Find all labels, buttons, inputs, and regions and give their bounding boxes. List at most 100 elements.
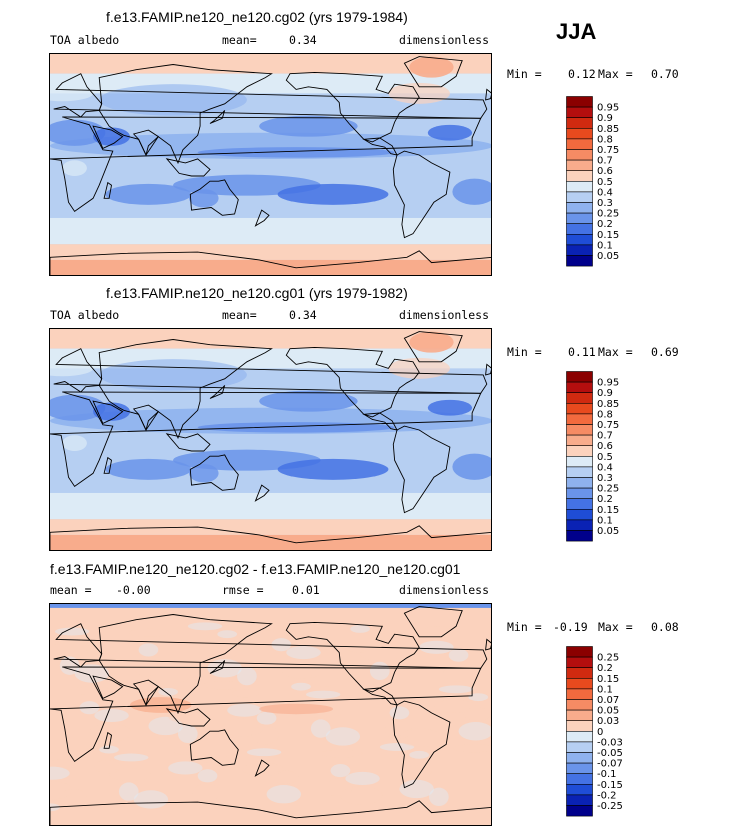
colorbar-swatch xyxy=(566,498,593,510)
contour-patch xyxy=(138,643,159,657)
colorbar-tick-label: 0.4 xyxy=(597,187,613,198)
contour-patch xyxy=(168,710,210,724)
contour-patch xyxy=(261,623,304,632)
contour-patch xyxy=(330,764,351,778)
panel-3-mean-label: mean = xyxy=(50,583,92,597)
panel-2-contour-field xyxy=(50,329,491,550)
contour-patch xyxy=(384,720,412,740)
contour-patch xyxy=(94,760,122,774)
panel-1-variable: TOA albedo xyxy=(50,33,120,47)
colorbar-tick-label: 0.8 xyxy=(597,134,613,145)
contour-patch xyxy=(118,782,139,801)
contour-patch xyxy=(197,769,218,783)
contour-patch xyxy=(286,645,321,660)
panel-2-mean-label: mean= xyxy=(222,308,257,322)
coastline-india xyxy=(132,404,160,432)
colorbar-swatch xyxy=(566,127,593,140)
colorbar-swatch xyxy=(566,677,593,690)
contour-patch xyxy=(433,699,476,713)
colorbar-tick-label: 0.15 xyxy=(597,230,619,241)
contour-patch xyxy=(452,178,491,205)
coastline-samerica xyxy=(392,150,451,239)
panel-2-colorbar: 0.95 0.9 0.85 0.8 0.75 0.7 0.6 0.5 0.4 0.3 0.25 0.2… xyxy=(566,371,652,553)
panel-2-min-value: 0.11 xyxy=(568,345,596,359)
contour-patch xyxy=(246,748,282,757)
coastline-nz xyxy=(254,209,270,227)
contour-patch xyxy=(271,770,299,784)
colorbar-tick-label: 0.03 xyxy=(597,716,619,727)
colorbar-tick-label: 0.05 xyxy=(597,526,619,537)
contour-patch xyxy=(148,716,183,736)
panel-3-max-value: 0.08 xyxy=(651,620,679,634)
contour-patch xyxy=(232,689,260,698)
colorbar-tick-label: 0.07 xyxy=(597,695,619,706)
colorbar-swatch xyxy=(566,530,593,542)
coastline-india xyxy=(132,679,160,707)
panel-1-colorbar: 0.95 0.9 0.85 0.8 0.75 0.7 0.6 0.5 0.4 0.3 0.25 0.2… xyxy=(566,96,652,278)
contour-patch xyxy=(187,622,223,631)
colorbar-swatch xyxy=(566,731,593,743)
colorbar-tick-label: 0.2 xyxy=(597,219,613,230)
contour-patch xyxy=(69,686,112,695)
coastline-antarctica xyxy=(50,525,491,550)
contour-patch xyxy=(424,626,452,635)
panel-3-title: f.e13.FAMIP.ne120_ne120.cg02 - f.e13.FAM… xyxy=(50,561,461,577)
colorbar-tick-label: -0.15 xyxy=(597,780,623,791)
coastline-arabia xyxy=(92,675,124,700)
contour-patch xyxy=(62,435,87,451)
colorbar-swatch xyxy=(566,96,593,108)
contour-band xyxy=(50,492,491,520)
contour-patch xyxy=(93,127,130,146)
coastline-nz xyxy=(254,759,270,777)
contour-patch xyxy=(438,685,474,694)
contour-band xyxy=(50,259,491,275)
contour-patch xyxy=(207,659,242,678)
colorbar-swatch xyxy=(566,720,593,732)
panel-1-min-label: Min = xyxy=(507,67,542,81)
contour-patch xyxy=(94,708,129,723)
coastline-uk xyxy=(485,363,491,376)
coastline-greenland xyxy=(403,56,463,88)
contour-patch xyxy=(251,725,279,745)
panel-1-units: dimensionless xyxy=(399,33,490,47)
coastline-samerica xyxy=(392,425,451,514)
contour-patch xyxy=(443,663,471,682)
coastline-india xyxy=(132,129,160,157)
contour-patch xyxy=(192,783,220,803)
colorbar-tick-label: 0.9 xyxy=(597,113,613,124)
coastline-australia xyxy=(189,729,239,766)
contour-patch xyxy=(419,640,454,654)
contour-patch xyxy=(427,124,473,141)
contour-patch xyxy=(463,707,491,721)
contour-patch xyxy=(54,627,90,636)
colorbar-tick-label: -0.25 xyxy=(597,801,623,812)
colorbar-swatch xyxy=(566,805,593,817)
colorbar-tick-label: -0.05 xyxy=(597,748,623,759)
contour-patch xyxy=(50,119,106,146)
panel-2-units: dimensionless xyxy=(399,308,490,322)
colorbar-swatch xyxy=(566,170,593,182)
colorbar-tick-label: 0.15 xyxy=(597,674,619,685)
panel-2-max-value: 0.69 xyxy=(651,345,679,359)
colorbar-swatch xyxy=(566,181,593,193)
contour-patch xyxy=(177,724,198,744)
contour-patch xyxy=(277,458,389,480)
contour-patch xyxy=(173,746,201,755)
colorbar-swatch xyxy=(566,212,593,224)
panel-2-variable: TOA albedo xyxy=(50,308,120,322)
coastline-australia xyxy=(189,454,239,491)
panel-2-min-label: Min = xyxy=(507,345,542,359)
coastline-indonesia xyxy=(165,708,211,727)
contour-band xyxy=(50,519,491,535)
colorbar-swatch xyxy=(566,371,593,383)
colorbar-tick-label: 0.6 xyxy=(597,441,613,452)
colorbar-swatch xyxy=(566,223,593,235)
coastline-arabia xyxy=(92,400,124,425)
contour-patch xyxy=(50,752,68,761)
contour-patch xyxy=(409,56,454,78)
panel-1-mean-value: 0.34 xyxy=(289,33,317,47)
panel-1-mean-label: mean= xyxy=(222,33,257,47)
contour-patch xyxy=(241,762,284,776)
colorbar-swatch xyxy=(566,709,593,721)
panel-1-min-value: 0.12 xyxy=(568,67,596,81)
